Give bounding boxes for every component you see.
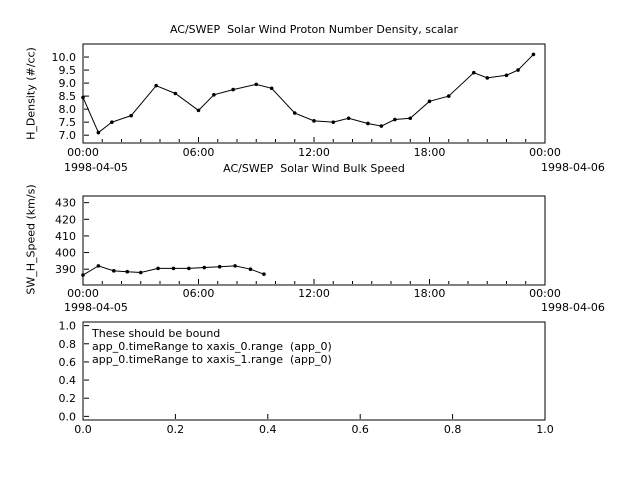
y-tick-label: 9.0 xyxy=(59,77,77,90)
plot1-date-right: 1998-04-06 xyxy=(541,301,605,314)
y-tick-label: 0.0 xyxy=(59,410,77,423)
data-point xyxy=(171,266,176,271)
x-tick-label: 00:00 xyxy=(529,146,561,159)
data-point xyxy=(393,117,397,122)
plot2-annotation-line-2: app_0.timeRange to xaxis_0.range (app_0) xyxy=(92,340,332,353)
data-point xyxy=(125,269,130,274)
x-tick-label: 18:00 xyxy=(414,146,446,159)
data-point xyxy=(408,116,413,121)
data-point xyxy=(248,267,253,271)
y-tick-label: 1.0 xyxy=(59,320,77,333)
plot-frame-1[interactable] xyxy=(82,195,546,286)
data-point xyxy=(154,83,158,88)
data-point xyxy=(217,264,222,269)
y-tick-label: 8.5 xyxy=(59,90,77,103)
data-point xyxy=(129,113,133,118)
data-point xyxy=(110,120,114,124)
data-point xyxy=(485,76,490,80)
data-point xyxy=(516,68,520,72)
plot1-y-axis-label[interactable]: SW_H_Speed (km/s) xyxy=(24,184,38,295)
data-point xyxy=(81,95,85,100)
x-tick-label: 0.4 xyxy=(259,423,277,436)
x-tick-label: 06:00 xyxy=(183,146,215,159)
x-tick-label: 0.6 xyxy=(351,423,369,436)
x-tick-label: 0.0 xyxy=(74,423,92,436)
data-point xyxy=(233,264,237,268)
data-point xyxy=(446,94,451,98)
data-point xyxy=(96,130,101,135)
data-point xyxy=(212,93,216,97)
data-point xyxy=(231,87,235,92)
y-tick-label: 410 xyxy=(55,230,76,243)
data-point xyxy=(346,116,351,121)
data-point xyxy=(196,108,201,113)
y-tick-label: 7.5 xyxy=(59,116,77,129)
data-point xyxy=(379,124,384,128)
data-point xyxy=(531,52,536,57)
y-tick-label: 390 xyxy=(55,263,76,276)
data-point xyxy=(112,269,116,273)
y-tick-label: 0.6 xyxy=(59,356,77,369)
data-point xyxy=(366,121,370,126)
x-tick-label: 12:00 xyxy=(298,287,330,300)
x-tick-label: 0.2 xyxy=(167,423,185,436)
x-tick-label: 18:00 xyxy=(414,287,446,300)
y-tick-label: 0.2 xyxy=(59,392,77,405)
data-point xyxy=(156,266,160,271)
data-point xyxy=(471,70,476,75)
x-tick-label: 06:00 xyxy=(183,287,215,300)
data-point xyxy=(292,111,297,115)
plot2-annotation-line-3: app_0.timeRange to xaxis_1.range (app_0) xyxy=(92,353,332,366)
data-point xyxy=(202,265,207,270)
x-tick-label: 00:00 xyxy=(67,287,99,300)
y-tick-label: 430 xyxy=(55,197,76,210)
plot0-date-left: 1998-04-05 xyxy=(64,161,128,174)
y-tick-label: 7.0 xyxy=(59,129,77,142)
y-tick-label: 420 xyxy=(55,213,76,226)
series-line-0 xyxy=(82,54,534,134)
data-point xyxy=(427,99,432,104)
data-point xyxy=(254,82,259,87)
data-point xyxy=(138,270,143,275)
x-tick-label: 1.0 xyxy=(536,423,554,436)
y-tick-label: 0.4 xyxy=(59,374,77,387)
data-point xyxy=(187,266,191,271)
plot-frame-0[interactable] xyxy=(82,43,546,144)
data-point xyxy=(312,119,316,123)
x-tick-label: 00:00 xyxy=(67,146,99,159)
plot0-title: AC/SWEP Solar Wind Proton Number Density… xyxy=(169,23,459,36)
plot1-date-left: 1998-04-05 xyxy=(64,301,128,314)
x-tick-label: 0.8 xyxy=(444,423,462,436)
y-tick-label: 0.8 xyxy=(59,338,77,351)
y-tick-label: 400 xyxy=(55,247,76,260)
plot2-annotation-line-1: These should be bound xyxy=(92,327,221,340)
plot-frame-2[interactable] xyxy=(82,321,546,421)
data-point xyxy=(96,264,101,268)
plot0-date-right: 1998-04-06 xyxy=(541,161,605,174)
plot1-title: AC/SWEP Solar Wind Bulk Speed xyxy=(223,162,405,175)
y-tick-label: 9.5 xyxy=(59,64,77,77)
data-point xyxy=(173,91,178,96)
data-point xyxy=(262,272,266,276)
data-point xyxy=(81,273,85,277)
data-point xyxy=(331,120,336,124)
data-point xyxy=(269,86,274,91)
x-tick-label: 00:00 xyxy=(529,287,561,300)
x-tick-label: 12:00 xyxy=(298,146,330,159)
y-tick-label: 10.0 xyxy=(52,51,77,64)
data-point xyxy=(504,73,509,78)
y-tick-label: 8.0 xyxy=(59,103,77,116)
